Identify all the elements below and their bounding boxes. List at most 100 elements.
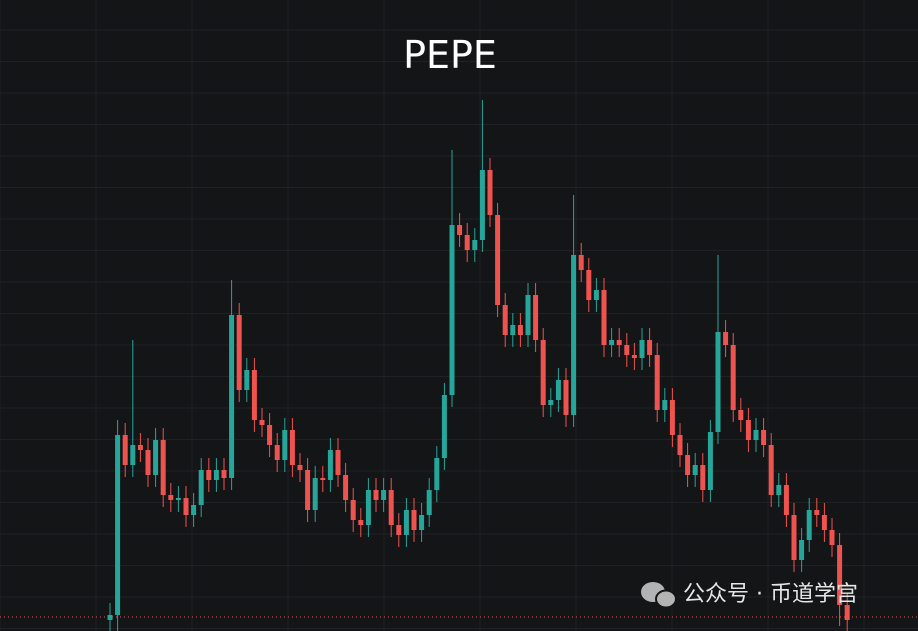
candle-body xyxy=(236,315,242,390)
candle-body xyxy=(821,515,827,530)
candle-body xyxy=(479,170,485,240)
candle-body xyxy=(251,370,257,420)
candle-body xyxy=(289,430,295,465)
candle-body xyxy=(593,290,599,300)
chart-title: PEPE xyxy=(403,33,497,77)
candle-body xyxy=(517,325,523,335)
candle-body xyxy=(358,520,364,525)
candle-body xyxy=(130,445,136,465)
candle-body xyxy=(578,255,584,270)
candle-body xyxy=(616,340,622,345)
candle-body xyxy=(472,240,478,250)
candle-body xyxy=(548,400,554,405)
candle-body xyxy=(160,440,166,495)
candle-body xyxy=(829,530,835,545)
candle-body xyxy=(768,445,774,495)
candle-body xyxy=(806,510,812,540)
candle-body xyxy=(191,505,197,515)
candle-body xyxy=(434,458,440,490)
candle-body xyxy=(502,305,508,335)
candle-body xyxy=(449,225,455,395)
candle-body xyxy=(122,435,128,465)
candle-body xyxy=(662,400,668,410)
candle-body xyxy=(388,490,394,525)
candle-body xyxy=(783,485,789,515)
candle-body xyxy=(700,465,706,490)
candle-body xyxy=(137,445,143,450)
candle-body xyxy=(715,332,721,432)
candle-body xyxy=(730,345,736,410)
candle-body xyxy=(145,450,151,475)
candle-body xyxy=(297,465,303,470)
candle-body xyxy=(723,332,729,345)
candle-body xyxy=(464,235,470,250)
candle-body xyxy=(692,465,698,475)
candle-body xyxy=(259,420,265,425)
candle-body xyxy=(168,495,174,500)
candle-body xyxy=(533,295,539,340)
candle-body xyxy=(738,410,744,420)
candle-body xyxy=(525,295,531,335)
candle-body xyxy=(411,510,417,530)
candle-body xyxy=(419,515,425,530)
candle-body xyxy=(761,430,767,445)
candle-body xyxy=(586,270,592,300)
watermark: 公众号 · 币道学宫 xyxy=(683,582,858,607)
candle-body xyxy=(153,440,159,475)
candle-body xyxy=(707,432,713,490)
candle-body xyxy=(669,400,675,435)
candle-body xyxy=(403,510,409,535)
candle-body xyxy=(213,470,219,480)
candle-body xyxy=(365,490,371,525)
candle-body xyxy=(799,540,805,560)
candle-body xyxy=(115,435,121,615)
candles xyxy=(107,100,850,631)
candle-body xyxy=(540,340,546,405)
candle-body xyxy=(244,370,250,390)
candle-body xyxy=(426,490,432,515)
candle-body xyxy=(206,470,212,480)
candle-body xyxy=(175,498,181,500)
candle-body xyxy=(814,510,820,515)
candle-body xyxy=(396,525,402,535)
candle-body xyxy=(677,435,683,455)
candle-body xyxy=(745,420,751,440)
candle-body xyxy=(571,255,577,415)
candle-body xyxy=(753,430,759,440)
candle-body xyxy=(639,340,645,358)
candle-body xyxy=(381,490,387,500)
candle-body xyxy=(343,475,349,500)
candle-body xyxy=(183,498,189,515)
candle-body xyxy=(327,450,333,480)
candle-body xyxy=(631,355,637,358)
candle-body xyxy=(221,470,227,478)
candle-body xyxy=(441,395,447,458)
candle-body xyxy=(267,425,273,445)
candle-body xyxy=(609,340,615,345)
candle-body xyxy=(495,215,501,305)
watermark-icon xyxy=(641,582,677,609)
candle-body xyxy=(373,490,379,500)
candle-body xyxy=(350,500,356,520)
candle-body xyxy=(837,545,843,605)
candle-body xyxy=(685,455,691,475)
candle-body xyxy=(305,470,311,510)
candle-body xyxy=(844,605,850,620)
candle-body xyxy=(107,615,113,620)
candle-body xyxy=(274,445,280,460)
candle-body xyxy=(601,290,607,345)
candle-body xyxy=(282,430,288,460)
candle-body xyxy=(335,450,341,475)
candle-body xyxy=(776,485,782,495)
candle-body xyxy=(487,170,493,215)
candle-body xyxy=(555,380,561,400)
candle-body xyxy=(510,325,516,335)
candle-body xyxy=(198,470,204,505)
candle-body xyxy=(563,380,569,415)
candle-body xyxy=(791,515,797,560)
candle-body xyxy=(457,225,463,235)
candle-body xyxy=(229,315,235,478)
